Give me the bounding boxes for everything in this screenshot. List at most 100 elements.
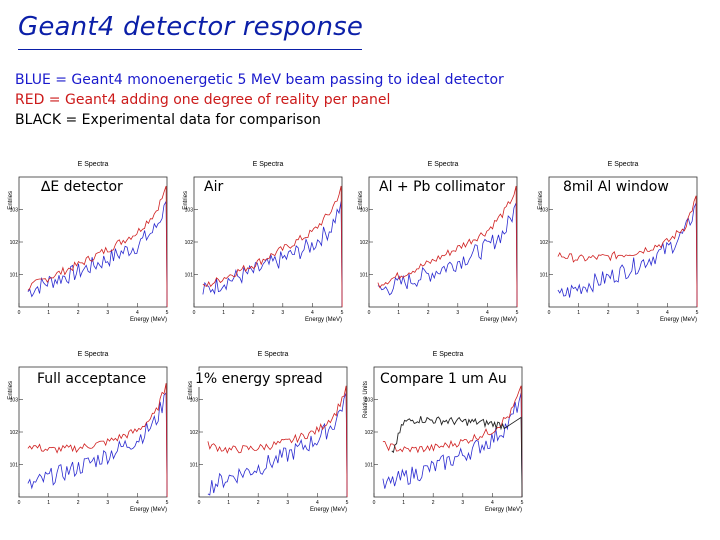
y-tick-label: 103 [360,208,369,214]
spectrum-panel: E Spectra Entries 101 102 103 0 1 2 3 4 5 Energy (M… [185,345,355,515]
y-tick-label: 103 [10,398,19,404]
panel-title: E Spectra [78,351,109,358]
title-underline [18,49,362,50]
y-tick-label: 103 [365,398,374,404]
series-blue-line [207,392,348,498]
y-tick-label: 101 [10,273,19,279]
spectrum-panel: E Spectra Relative Units 101 102 103 0 1 2 3 4 5 En… [360,345,530,515]
spectrum-panel: E Spectra Entries 101 102 103 0 1 2 3 4 5 Energy (M… [180,155,350,325]
x-tick-label: 2 [77,310,80,316]
x-tick-label: 5 [341,310,344,316]
spectrum-panel: E Spectra Entries 101 102 103 0 1 2 3 4 5 Energy (M… [535,155,705,325]
x-tick-label: 4 [136,500,139,506]
y-axis-label: Entries [8,191,14,210]
panel-label: Al + Pb collimator [377,179,507,195]
panel-title: E Spectra [258,351,289,358]
y-tick-label: 103 [10,208,19,214]
series-blue-line [202,201,343,308]
panel-label: Compare 1 um Au [378,371,509,387]
x-tick-label: 2 [427,310,430,316]
y-tick-label: 102 [540,240,549,246]
x-tick-label: 1 [577,310,580,316]
y-axis-label: Entries [358,191,364,210]
panel-label: Air [202,179,226,195]
x-tick-label: 0 [18,310,21,316]
y-tick-label: 102 [190,430,199,436]
y-axis-label: Entries [188,381,194,400]
x-tick-label: 0 [548,310,551,316]
series-red-line [207,385,348,498]
x-tick-label: 4 [311,310,314,316]
x-tick-label: 2 [257,500,260,506]
plot-frame [18,366,168,498]
y-axis-label: Entries [183,191,189,210]
x-axis-label: Energy (MeV) [660,317,697,323]
x-tick-label: 5 [516,310,519,316]
x-tick-label: 4 [491,500,494,506]
panel-label: 1% energy spread [193,371,325,387]
panel-label: 8mil Al window [561,179,671,195]
panel-title: E Spectra [608,161,639,168]
x-axis-label: Energy (MeV) [480,317,517,323]
x-tick-label: 1 [402,500,405,506]
x-tick-label: 5 [346,500,349,506]
plot-frame [18,176,168,308]
y-tick-label: 103 [190,398,199,404]
series-red-line [377,185,518,308]
y-tick-label: 101 [185,273,194,279]
x-tick-label: 4 [486,310,489,316]
x-tick-label: 5 [521,500,524,506]
x-tick-label: 4 [666,310,669,316]
x-tick-label: 2 [252,310,255,316]
x-axis-label: Energy (MeV) [305,317,342,323]
x-tick-label: 1 [47,500,50,506]
x-axis-label: Energy (MeV) [485,507,522,513]
y-tick-label: 103 [185,208,194,214]
series-blue-line [27,392,168,498]
x-tick-label: 1 [397,310,400,316]
x-tick-label: 3 [106,310,109,316]
x-tick-label: 2 [607,310,610,316]
y-tick-label: 101 [360,273,369,279]
x-axis-label: Energy (MeV) [130,507,167,513]
series-red-line [202,185,343,308]
y-tick-label: 102 [10,430,19,436]
x-tick-label: 0 [198,500,201,506]
panel-label: ∆E detector [39,179,125,195]
x-tick-label: 1 [227,500,230,506]
panel-title: E Spectra [433,351,464,358]
y-tick-label: 103 [540,208,549,214]
y-tick-label: 102 [185,240,194,246]
x-tick-label: 3 [461,500,464,506]
y-tick-label: 101 [190,463,199,469]
series-blue-line [382,392,523,498]
y-tick-label: 102 [365,430,374,436]
spectrum-plot: E Spectra Relative Units 101 102 103 0 1 2 3 4 5En… [363,351,524,513]
x-tick-label: 0 [373,500,376,506]
x-tick-label: 3 [281,310,284,316]
series-red-line [27,185,168,308]
series-blue-line [377,202,518,308]
plot-frame [548,176,698,308]
x-tick-label: 3 [286,500,289,506]
x-tick-label: 0 [368,310,371,316]
x-tick-label: 1 [47,310,50,316]
y-axis-label: Relative Units [363,381,369,418]
x-axis-label: Energy (MeV) [310,507,347,513]
panel-title: E Spectra [253,161,284,168]
spectrum-panel: E Spectra Entries 101 102 103 0 1 2 3 4 5 Energy (M… [5,155,175,325]
x-tick-label: 4 [136,310,139,316]
legend-red: RED = Geant4 adding one degree of realit… [15,92,391,108]
x-tick-label: 3 [636,310,639,316]
x-tick-label: 2 [432,500,435,506]
plot-frame [368,176,518,308]
x-tick-label: 5 [166,500,169,506]
panel-label: Full acceptance [35,371,149,387]
x-tick-label: 0 [18,500,21,506]
